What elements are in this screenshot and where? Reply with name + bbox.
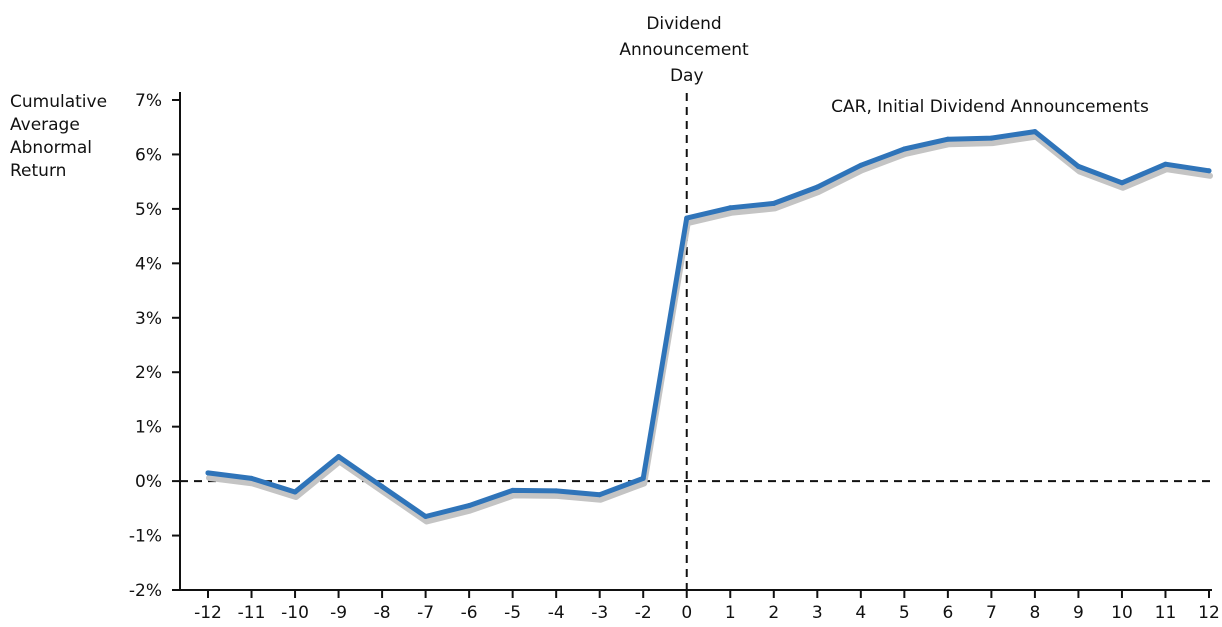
data-point — [466, 503, 472, 509]
data-points-group — [205, 129, 1212, 519]
x-tick-label: 2 — [768, 603, 779, 623]
data-point — [684, 215, 690, 221]
y-axis-label-line-2: Average — [10, 115, 80, 135]
data-point — [379, 484, 385, 490]
x-tick-label: -12 — [194, 603, 222, 623]
reference-lines-group — [180, 93, 1212, 590]
data-point — [640, 475, 646, 481]
data-point — [901, 146, 907, 152]
data-point — [814, 184, 820, 190]
x-tick-label: -6 — [461, 603, 478, 623]
data-point — [1032, 129, 1038, 135]
x-tick-label: 11 — [1155, 603, 1177, 623]
x-tick-label: -11 — [238, 603, 266, 623]
y-tick-label: 2% — [135, 363, 162, 383]
x-tick-label: 12 — [1198, 603, 1220, 623]
x-tick-label: 6 — [942, 603, 953, 623]
y-axis-label-line-3: Abnormal — [10, 138, 92, 158]
x-tick-label: 0 — [681, 603, 692, 623]
x-tick-label: 3 — [812, 603, 823, 623]
y-tick-label: 3% — [135, 309, 162, 329]
chart-title: CAR, Initial Dividend Announcements — [831, 97, 1149, 117]
series-line — [205, 129, 1212, 519]
y-tick-label: 0% — [135, 472, 162, 492]
y-tick-label: 1% — [135, 418, 162, 438]
x-tick-label: -10 — [281, 603, 309, 623]
series-shadow-group — [206, 133, 1213, 525]
data-point — [510, 487, 516, 493]
data-point — [1119, 180, 1125, 186]
x-tick-label: 1 — [725, 603, 736, 623]
x-tick-label: 4 — [855, 603, 866, 623]
announcement-day-label-line-2: Announcement — [619, 40, 749, 60]
data-point — [292, 489, 298, 495]
x-tick-label: 8 — [1029, 603, 1040, 623]
x-tick-label: 7 — [986, 603, 997, 623]
y-tick-label: -2% — [129, 581, 162, 601]
data-point — [336, 454, 342, 460]
y-tick-label: -1% — [129, 527, 162, 547]
x-tick-label: -3 — [591, 603, 608, 623]
y-tick-label: 6% — [135, 145, 162, 165]
data-point — [597, 492, 603, 498]
x-tick-label: 5 — [899, 603, 910, 623]
data-point — [205, 470, 211, 476]
data-point — [988, 135, 994, 141]
data-point — [945, 136, 951, 142]
series-line-shadow — [206, 133, 1213, 525]
data-point — [423, 514, 429, 519]
data-point — [858, 162, 864, 168]
announcement-day-label: Dividend Announcement Day — [619, 14, 754, 86]
data-point — [553, 488, 559, 494]
x-tick-label: -5 — [504, 603, 521, 623]
x-tick-label: -8 — [374, 603, 391, 623]
announcement-day-label-line-3: Day — [670, 66, 704, 86]
data-point — [1206, 168, 1212, 174]
announcement-day-label-line-1: Dividend — [646, 14, 721, 34]
x-tick-label: -7 — [417, 603, 434, 623]
x-tick-label: 9 — [1073, 603, 1084, 623]
data-point — [771, 200, 777, 206]
x-tick-label: -2 — [635, 603, 652, 623]
series-main-group — [205, 129, 1212, 519]
x-tick-label: -4 — [548, 603, 565, 623]
y-tick-label: 7% — [135, 91, 162, 111]
y-axis-label: Cumulative Average Abnormal Return — [10, 92, 112, 181]
y-tick-label: 4% — [135, 254, 162, 274]
y-ticks-group: -2% -1% 0% 1% 2% 3% 4% 5% 6% 7% — [129, 91, 180, 601]
x-tick-label: 10 — [1111, 603, 1133, 623]
y-tick-label: 5% — [135, 200, 162, 220]
y-axis-label-line-4: Return — [10, 161, 66, 181]
y-axis-label-line-1: Cumulative — [10, 92, 107, 112]
x-tick-label: -9 — [330, 603, 347, 623]
data-point — [1075, 163, 1081, 169]
data-point — [1162, 161, 1168, 167]
data-point — [727, 205, 733, 211]
data-point — [249, 475, 255, 481]
x-ticks-group: -12 -11 -10 -9 -8 -7 -6 -5 -4 -3 -2 0 1 2 3 4 5 6 7 8 9 10 11 1… — [194, 590, 1220, 623]
axes-group — [179, 92, 1212, 591]
